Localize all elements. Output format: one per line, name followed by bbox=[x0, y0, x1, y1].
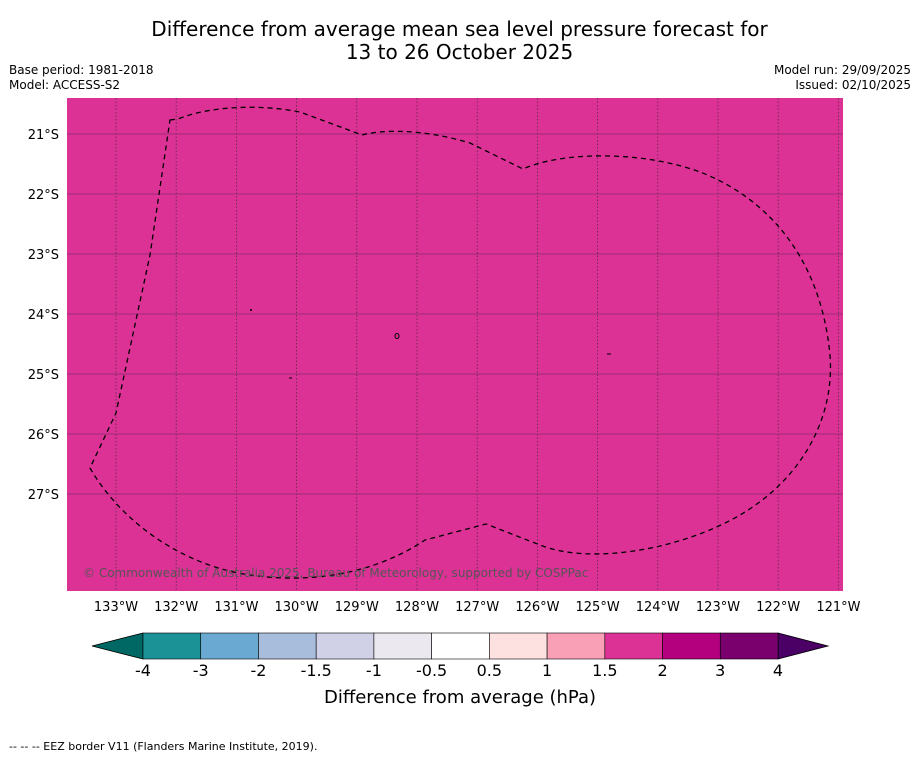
longitude-labels: 133°W 132°W 131°W 130°W 129°W 128°W 127°W 126°W… bbox=[94, 600, 861, 615]
colorbar-segment bbox=[431, 632, 490, 660]
colorbar-segment bbox=[546, 632, 606, 660]
colorbar-tick-label: 1 bbox=[542, 661, 552, 680]
colorbar-segment bbox=[489, 632, 548, 660]
colorbar-segment bbox=[258, 632, 317, 660]
colorbar-segment bbox=[373, 632, 432, 660]
colorbar-tick-label: -0.5 bbox=[416, 661, 447, 680]
model-run: Model run: 29/09/2025 bbox=[773, 63, 911, 77]
lon-label: 132°W bbox=[154, 600, 198, 615]
colorbar-tick-label: -4 bbox=[135, 661, 151, 680]
colorbar-segment bbox=[142, 632, 202, 660]
graticule bbox=[67, 98, 843, 591]
colorbar-ticks: -4 -3 -2 -1.5 -1 -0.5 0.5 1 1.5 2 3 4 bbox=[135, 661, 783, 680]
base-period: Base period: 1981-2018 bbox=[9, 63, 154, 77]
lon-label: 126°W bbox=[515, 600, 559, 615]
lon-label: 133°W bbox=[94, 600, 138, 615]
model-name: Model: ACCESS-S2 bbox=[9, 78, 121, 92]
lon-label: 127°W bbox=[455, 600, 499, 615]
island bbox=[250, 309, 252, 311]
lat-label: 27°S bbox=[28, 488, 59, 503]
colorbar-tick-label: -2 bbox=[250, 661, 266, 680]
lat-label: 22°S bbox=[28, 188, 59, 203]
colorbar-tick-label: -1.5 bbox=[301, 661, 332, 680]
colorbar-tick-label: 1.5 bbox=[592, 661, 617, 680]
colorbar-segment bbox=[662, 632, 721, 660]
chart-title: Difference from average mean sea level p… bbox=[0, 18, 919, 64]
lon-label: 129°W bbox=[335, 600, 379, 615]
lon-label: 124°W bbox=[636, 600, 680, 615]
lon-label: 125°W bbox=[576, 600, 620, 615]
colorbar-tick-label: 2 bbox=[657, 661, 667, 680]
colorbar-tick-label: 4 bbox=[773, 661, 783, 680]
island bbox=[394, 333, 400, 339]
eez-border bbox=[89, 106, 832, 579]
colorbar-segment bbox=[200, 632, 259, 660]
title-line-1: Difference from average mean sea level p… bbox=[151, 17, 768, 41]
colorbar-label: Difference from average (hPa) bbox=[324, 687, 596, 708]
lon-label: 128°W bbox=[395, 600, 439, 615]
lat-label: 21°S bbox=[28, 128, 59, 143]
lon-label: 123°W bbox=[696, 600, 740, 615]
colorbar-segment bbox=[604, 632, 663, 660]
map-background bbox=[67, 98, 843, 591]
colorbar-tick-label: 0.5 bbox=[477, 661, 502, 680]
title-line-2: 13 to 26 October 2025 bbox=[345, 40, 574, 64]
colorbar-segment bbox=[719, 632, 779, 660]
lon-label: 121°W bbox=[816, 600, 860, 615]
latitude-labels: 21°S 22°S 23°S 24°S 25°S 26°S 27°S bbox=[28, 128, 59, 503]
lon-label: 130°W bbox=[275, 600, 319, 615]
colorbar-segments bbox=[91, 632, 830, 660]
colorbar-under-arrow bbox=[91, 632, 144, 660]
meta-right: Model run: 29/09/2025 Issued: 02/10/2025 bbox=[774, 63, 911, 93]
colorbar-tick-label: 3 bbox=[715, 661, 725, 680]
footer-note: -- -- -- EEZ border V11 (Flanders Marine… bbox=[9, 740, 318, 753]
copyright-text: © Commonwealth of Australia 2025, Bureau… bbox=[83, 566, 588, 580]
issued-date: Issued: 02/10/2025 bbox=[795, 78, 911, 92]
lat-label: 24°S bbox=[28, 308, 59, 323]
lon-label: 122°W bbox=[756, 600, 800, 615]
islands bbox=[250, 309, 611, 379]
colorbar-tick-label: -3 bbox=[193, 661, 209, 680]
lon-label: 131°W bbox=[214, 600, 258, 615]
meta-left: Base period: 1981-2018 Model: ACCESS-S2 bbox=[9, 63, 154, 93]
colorbar-segment bbox=[315, 632, 375, 660]
colorbar-over-arrow bbox=[777, 632, 830, 660]
lat-label: 23°S bbox=[28, 248, 59, 263]
colorbar-tick-label: -1 bbox=[366, 661, 382, 680]
lat-label: 26°S bbox=[28, 428, 59, 443]
lat-label: 25°S bbox=[28, 368, 59, 383]
